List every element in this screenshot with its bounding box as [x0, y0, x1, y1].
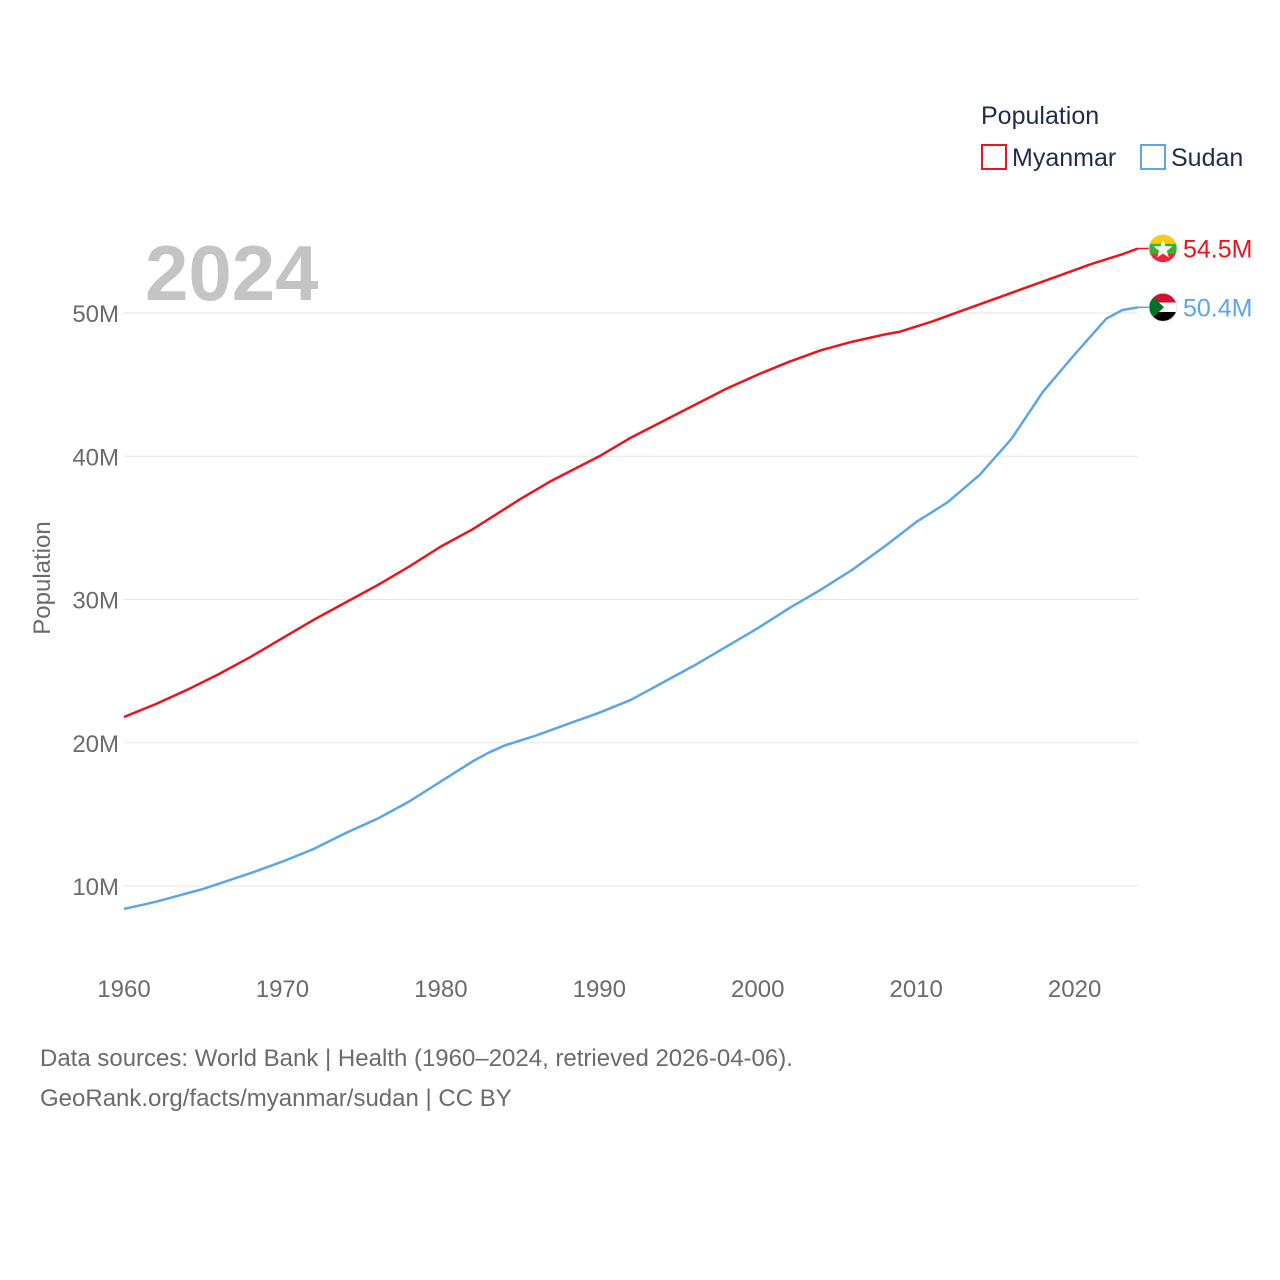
year-watermark: 2024 — [145, 229, 319, 317]
myanmar-flag-icon — [1148, 234, 1178, 263]
end-value-label-sudan: 50.4M — [1183, 294, 1252, 322]
y-axis-title: Population — [29, 521, 56, 634]
legend-swatch-sudan — [1140, 144, 1166, 170]
footer-data-sources: Data sources: World Bank | Health (1960–… — [40, 1045, 793, 1072]
x-tick-label: 1990 — [573, 976, 626, 1003]
x-tick-label: 2000 — [731, 976, 784, 1003]
y-axis-ticks: 10M 20M 30M 40M 50M — [72, 301, 119, 901]
legend-label-myanmar: Myanmar — [1012, 144, 1116, 172]
legend-swatch-myanmar — [981, 144, 1007, 170]
population-line-chart: 2024 10M 20M 30M 40M 50M 1960 1970 1980 1990 200… — [29, 102, 1252, 1003]
legend-item-sudan[interactable]: Sudan — [1140, 144, 1243, 172]
gridlines — [124, 312, 1138, 887]
series-line-myanmar — [123, 247, 1139, 719]
y-tick-label: 40M — [72, 444, 119, 471]
y-tick-label: 20M — [72, 731, 119, 758]
x-tick-label: 1970 — [256, 976, 309, 1003]
series-end-markers: 54.5M 50.4M — [1138, 234, 1252, 322]
end-value-label-myanmar: 54.5M — [1183, 236, 1252, 264]
x-tick-label: 2010 — [889, 976, 942, 1003]
y-tick-label: 50M — [72, 301, 119, 328]
legend-label-sudan: Sudan — [1171, 144, 1243, 172]
legend: Population Myanmar Sudan — [981, 102, 1243, 172]
x-tick-label: 1980 — [414, 976, 467, 1003]
y-tick-label: 30M — [72, 588, 119, 615]
y-tick-label: 10M — [72, 874, 119, 901]
series-lines — [123, 247, 1139, 911]
x-tick-label: 2020 — [1048, 976, 1101, 1003]
sudan-flag-icon — [1148, 292, 1178, 322]
footer-attribution-link[interactable]: GeoRank.org/facts/myanmar/sudan | CC BY — [40, 1085, 512, 1112]
x-axis-ticks: 1960 1970 1980 1990 2000 2010 2020 — [97, 976, 1101, 1003]
legend-item-myanmar[interactable]: Myanmar — [981, 144, 1116, 172]
series-line-sudan — [123, 306, 1139, 911]
x-tick-label: 1960 — [97, 976, 150, 1003]
legend-title: Population — [981, 102, 1099, 130]
